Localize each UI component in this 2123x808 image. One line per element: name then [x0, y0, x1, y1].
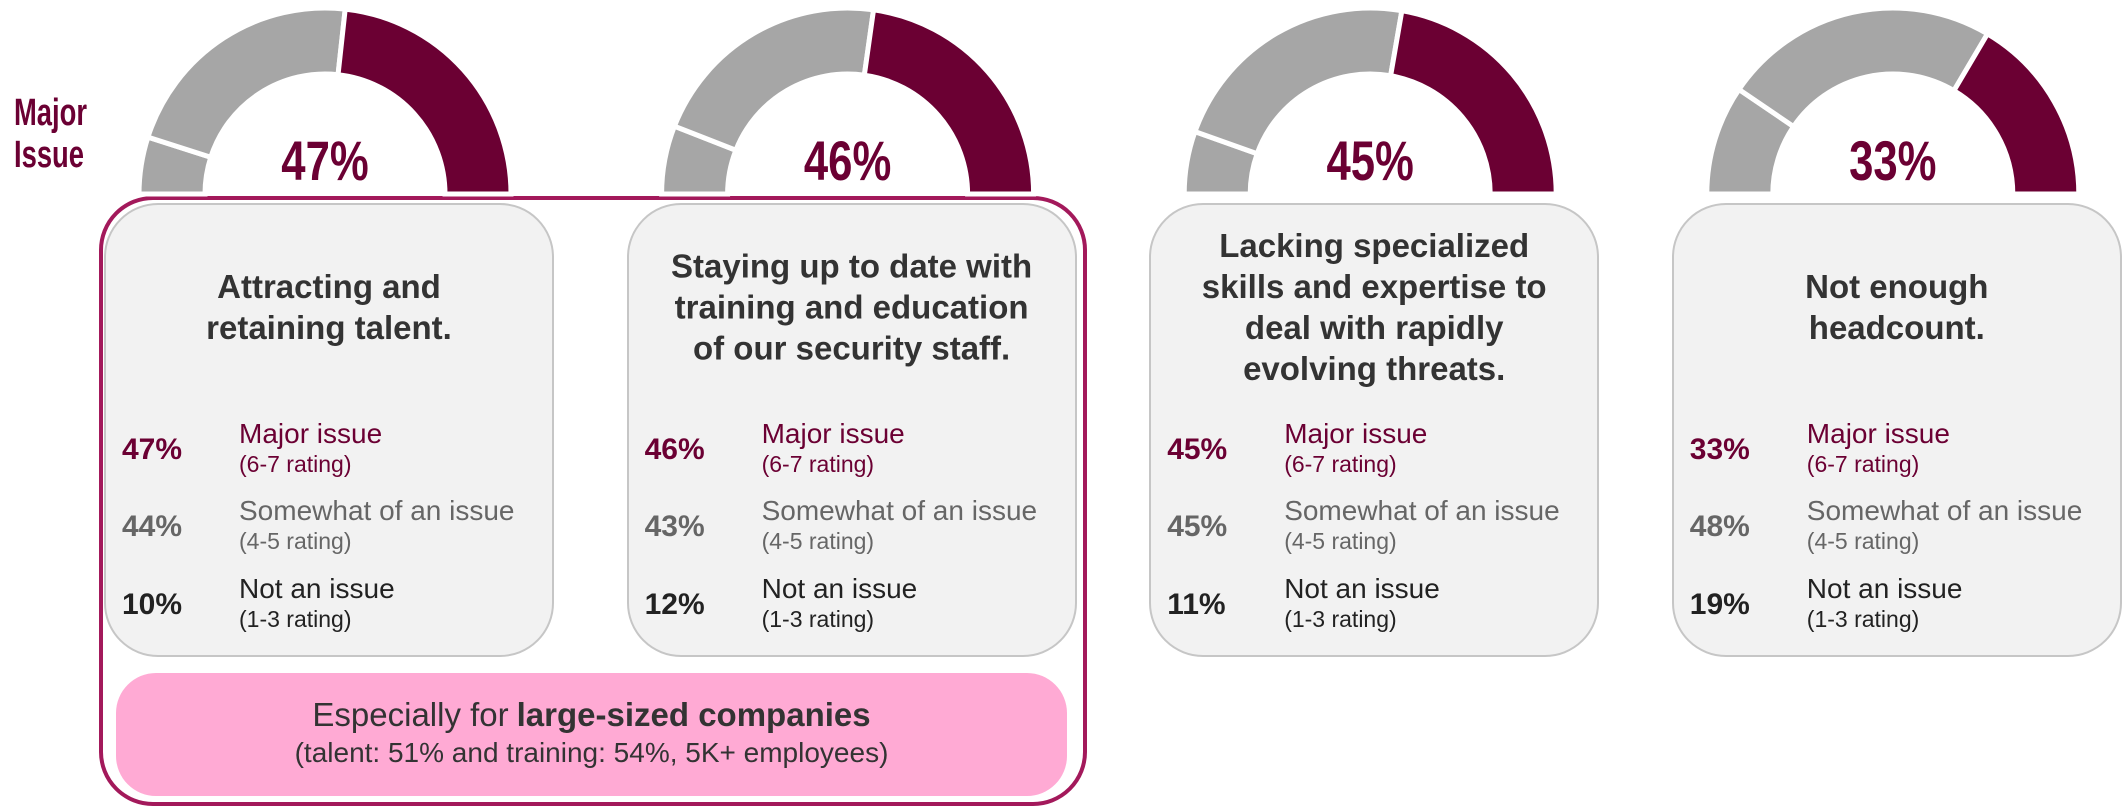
legend-row: 11% Not an issue (1-3 rating) — [1167, 570, 1597, 640]
legend-value: 43% — [644, 510, 705, 543]
gauge-center-label: 47% — [281, 130, 368, 192]
legend-value: 33% — [1689, 433, 1750, 466]
legend-row: 33% Major issue (6-7 rating) — [1690, 415, 2120, 485]
gauge-center-label: 45% — [1326, 130, 1413, 192]
legend-label: Somewhat of an issue — [1284, 495, 1560, 526]
legend-label: Somewhat of an issue — [761, 495, 1038, 526]
gauge-segment — [861, 6, 1037, 197]
title-line: Not enough — [1805, 268, 1989, 305]
title-line: deal with rapidly — [1244, 309, 1504, 346]
card-title: Lacking specialized skills and expertise … — [1151, 225, 1597, 389]
legend-row: 45% Somewhat of an issue (4-5 rating) — [1167, 492, 1597, 562]
gauge-segment — [1950, 30, 2082, 197]
legend-row: 47% Major issue (6-7 rating) — [122, 415, 552, 485]
title-line: Staying up to date with — [671, 247, 1033, 285]
legend-value: 47% — [122, 433, 183, 466]
side-label-line: Major — [14, 92, 87, 134]
side-label-line: Issue — [14, 134, 84, 176]
legend-rating: (6-7 rating) — [761, 451, 875, 477]
legend-rating: (4-5 rating) — [239, 528, 352, 554]
legend-value: 45% — [1167, 433, 1228, 466]
callout-lead: Especially for — [312, 696, 509, 733]
legend-row: 43% Somewhat of an issue (4-5 rating) — [645, 492, 1075, 562]
legend-label: Major issue — [1284, 418, 1428, 449]
legend-value: 48% — [1689, 510, 1750, 543]
title-line: retaining talent. — [206, 309, 452, 346]
legend-row: 12% Not an issue (1-3 rating) — [645, 570, 1075, 640]
legend-label: Not an issue — [1806, 573, 1963, 604]
gauge-segment — [1387, 7, 1559, 197]
gauge-center-label: 46% — [804, 130, 891, 192]
title-line: evolving threats. — [1243, 350, 1506, 387]
legend-rating: (4-5 rating) — [1284, 528, 1397, 554]
legend-label: Major issue — [1806, 418, 1950, 449]
callout-emphasis: large-sized companies — [516, 696, 871, 733]
callout-line: Especially for large-sized companies — [116, 695, 1067, 735]
legend-rating: (4-5 rating) — [1806, 528, 1920, 554]
legend-row: 44% Somewhat of an issue (4-5 rating) — [122, 492, 552, 562]
card-title: Staying up to date with training and educ… — [629, 246, 1075, 369]
legend-label: Major issue — [239, 418, 383, 449]
legend-value: 46% — [644, 433, 705, 466]
legend-rating: (6-7 rating) — [1806, 451, 1920, 477]
legend-label: Major issue — [761, 418, 905, 449]
callout: Especially for large-sized companies (tal… — [116, 673, 1067, 796]
legend-row: 46% Major issue (6-7 rating) — [645, 415, 1075, 485]
legend-rating: (1-3 rating) — [1806, 606, 1920, 632]
legend-label: Not an issue — [761, 573, 918, 604]
title-line: headcount. — [1808, 309, 1985, 346]
title-line: Lacking specialized — [1219, 227, 1530, 264]
card-title: Not enough headcount. — [1674, 266, 2120, 348]
legend-rating: (1-3 rating) — [761, 606, 875, 632]
legend-label: Somewhat of an issue — [1806, 495, 2083, 526]
legend-row: 48% Somewhat of an issue (4-5 rating) — [1690, 492, 2120, 562]
title-line: of our security staff. — [692, 329, 1011, 367]
gauge-segment — [144, 5, 348, 161]
highlight-frame — [99, 196, 1087, 806]
legend-row: 45% Major issue (6-7 rating) — [1167, 415, 1597, 485]
callout-detail: (talent: 51% and training: 54%, 5K+ empl… — [294, 737, 889, 768]
legend-value: 44% — [122, 510, 183, 543]
legend-label: Not an issue — [1284, 573, 1440, 604]
title-line: training and education — [674, 288, 1029, 326]
gauge-segment — [335, 6, 514, 197]
legend-row: 10% Not an issue (1-3 rating) — [122, 570, 552, 640]
legend-value: 11% — [1167, 588, 1226, 621]
legend-row: 19% Not an issue (1-3 rating) — [1690, 570, 2120, 640]
legend-value: 12% — [644, 588, 705, 621]
card-title: Attracting and retaining talent. — [106, 266, 552, 348]
gauge-center-label: 33% — [1849, 130, 1936, 192]
gauge-segment — [1735, 5, 1991, 131]
card: Not enough headcount. 33% Major issue (6-7 r… — [1671, 203, 2122, 657]
legend-value: 19% — [1689, 588, 1750, 621]
legend-value: 10% — [122, 588, 183, 621]
card: Attracting and retaining talent. 47% Major … — [104, 203, 554, 657]
title-line: skills and expertise to — [1201, 268, 1547, 305]
legend-rating: (6-7 rating) — [239, 451, 352, 477]
side-label: Major Issue — [14, 92, 87, 176]
legend-rating: (6-7 rating) — [1284, 451, 1397, 477]
legend-rating: (4-5 rating) — [761, 528, 875, 554]
card: Lacking specialized skills and expertise … — [1149, 203, 1600, 657]
card: Staying up to date with training and educ… — [626, 203, 1077, 657]
legend-rating: (1-3 rating) — [1284, 606, 1397, 632]
legend-rating: (1-3 rating) — [239, 606, 352, 632]
legend-label: Somewhat of an issue — [239, 495, 515, 526]
legend-label: Not an issue — [239, 573, 395, 604]
title-line: Attracting and — [217, 268, 441, 305]
legend-value: 45% — [1167, 510, 1228, 543]
